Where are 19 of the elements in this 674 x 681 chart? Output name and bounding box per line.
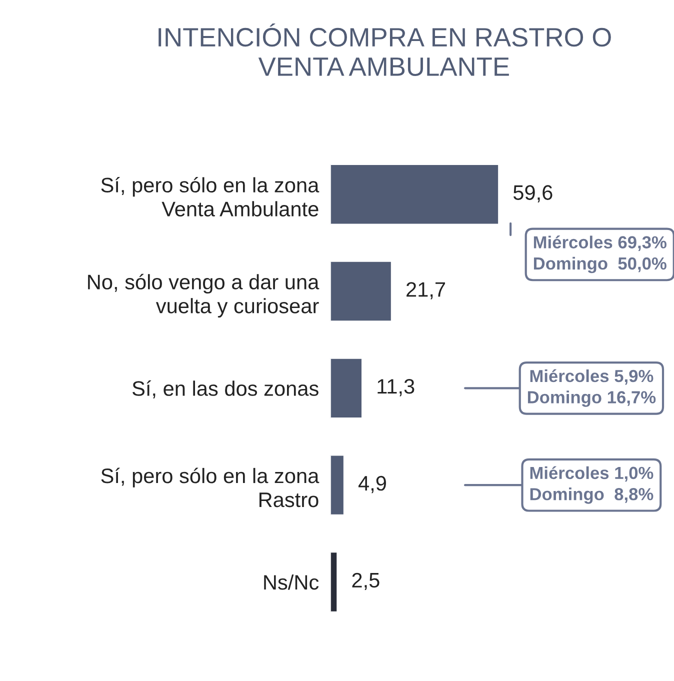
bar	[330, 357, 363, 419]
data-label: 59,6	[513, 185, 552, 202]
text: Miércoles 69,3% Domingo 50,0%	[534, 236, 666, 274]
data-label: 2,5	[352, 572, 380, 590]
y-tick-label: Sí, en las dos zonas	[132, 380, 318, 398]
chart-title: INTENCIÓN COMPRA EN RASTRO O VENTA AMBULANTE	[158, 23, 611, 76]
data-label: 4,9	[358, 476, 386, 494]
text: Miércoles 5,9% Domingo 16,7%	[528, 369, 656, 407]
bar	[330, 551, 338, 613]
text: Miércoles 1,0% Domingo 8,8%	[530, 466, 654, 504]
y-tick-label: No, sólo vengo a dar una vuelta y curiosear	[88, 274, 320, 318]
bar	[330, 164, 500, 226]
y-tick-label: Ns/Nc	[264, 574, 319, 590]
data-label: 21,7	[406, 282, 445, 300]
bar	[330, 260, 392, 322]
bar	[330, 454, 345, 516]
y-tick-label: Sí, pero sólo en la zona Rastro	[101, 468, 320, 508]
data-label: 11,3	[378, 379, 414, 396]
y-tick-label: Sí, pero sólo en la zona Venta Ambulante	[101, 176, 320, 216]
